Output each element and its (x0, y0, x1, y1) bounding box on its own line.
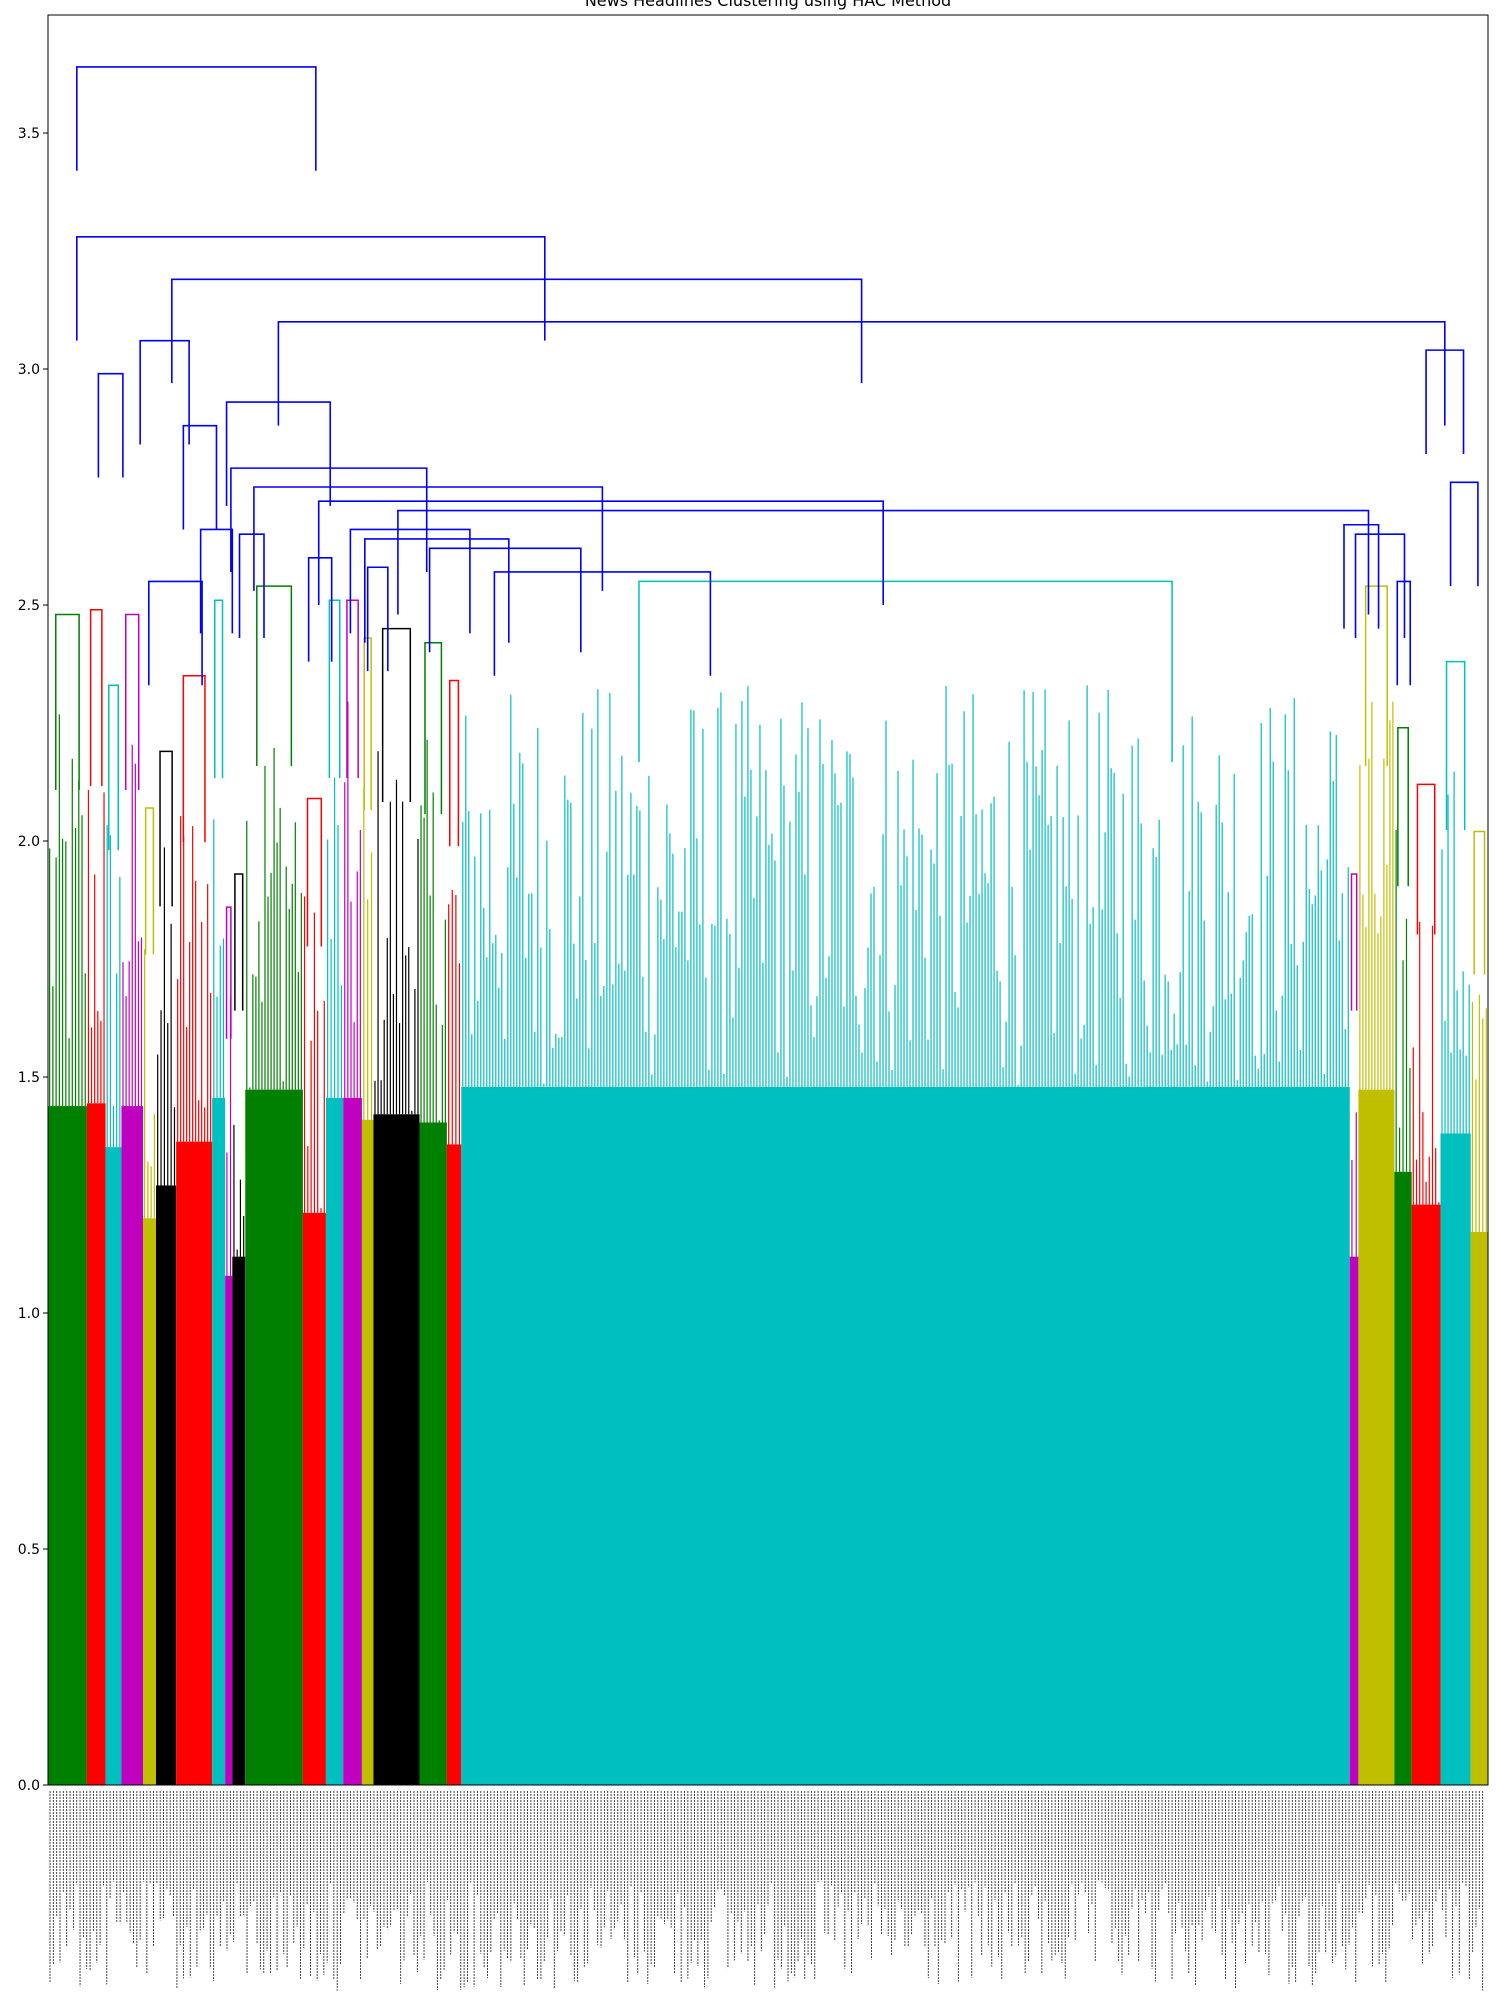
links-layer (76, 66, 1479, 686)
chart-title: News Headlines Clustering using HAC Meth… (585, 0, 951, 10)
cluster-top-link-1 (89, 608, 103, 787)
cluster-top-link-11 (306, 797, 323, 947)
cluster-block-16 (419, 1122, 447, 1785)
clusters-layer (48, 580, 1488, 1785)
cluster-top-link-8 (225, 906, 232, 1039)
upper-link-18 (493, 571, 712, 676)
y-tick-label-3: 1.5 (18, 1070, 40, 1086)
y-tick-label-0: 0.0 (18, 1778, 40, 1794)
upper-link-19 (1343, 523, 1380, 629)
cluster-top-link-21 (1397, 726, 1409, 887)
cluster-top-link-6 (182, 675, 206, 843)
cluster-block-0 (48, 1106, 87, 1785)
cluster-block-15 (373, 1114, 420, 1785)
upper-link-21 (97, 372, 124, 478)
y-tick-label-6: 3.0 (18, 362, 40, 378)
cluster-top-link-12 (328, 599, 341, 778)
upper-link-6 (139, 339, 190, 445)
upper-link-10 (225, 401, 332, 506)
cluster-top-link-17 (449, 679, 460, 847)
cluster-block-3 (121, 1106, 144, 1785)
y-tick-label-4: 2.0 (18, 834, 40, 850)
plot-frame (47, 14, 1489, 1786)
y-tick-label-5: 2.5 (18, 598, 40, 614)
cluster-top-link-19 (1350, 873, 1358, 1011)
upper-link-25 (1396, 580, 1412, 686)
cluster-block-11 (302, 1212, 326, 1785)
y-tick-label-7: 3.5 (18, 126, 40, 142)
y-axis: 0.0 0.5 1.0 1.5 2.0 2.5 3.0 3.5 (18, 126, 48, 1794)
upper-link-5 (1449, 481, 1479, 587)
cluster-top-link-16 (424, 642, 443, 815)
cluster-block-18 (461, 1086, 1350, 1785)
upper-link-8 (148, 580, 203, 686)
upper-link-7 (182, 424, 218, 530)
leaf-labels (49, 1791, 1484, 1991)
cluster-top-link-13 (346, 599, 359, 778)
upper-link-13 (317, 500, 885, 605)
cluster-top-link-23 (1445, 660, 1466, 831)
cluster-block-20 (1358, 1089, 1395, 1785)
cluster-top-link-18 (638, 580, 1173, 762)
cluster-block-17 (446, 1144, 462, 1785)
cluster-block-6 (176, 1141, 213, 1785)
upper-link-24 (366, 566, 389, 672)
upper-link-2 (171, 278, 863, 384)
cluster-block-5 (156, 1185, 177, 1785)
upper-link-11 (230, 467, 428, 572)
upper-link-1 (76, 236, 546, 341)
cluster-top-link-4 (144, 807, 155, 955)
cluster-top-link-0 (55, 613, 80, 791)
cluster-top-link-20 (1364, 585, 1388, 766)
upper-link-20 (1354, 533, 1406, 639)
upper-link-0 (76, 66, 317, 171)
cluster-top-link-24 (1473, 830, 1486, 975)
cluster-top-link-2 (108, 684, 120, 851)
cluster-block-22 (1411, 1204, 1441, 1785)
cluster-block-2 (105, 1147, 122, 1785)
cluster-block-14 (361, 1119, 374, 1785)
cluster-top-link-9 (234, 873, 244, 1011)
upper-link-4 (1425, 349, 1465, 454)
upper-link-23 (307, 556, 333, 662)
upper-link-12 (253, 486, 604, 591)
cluster-block-12 (325, 1097, 344, 1785)
cluster-block-19 (1349, 1256, 1359, 1785)
cluster-top-link-3 (125, 613, 140, 791)
cluster-block-4 (143, 1218, 156, 1785)
cluster-top-link-22 (1416, 783, 1436, 935)
upper-link-9 (199, 528, 234, 634)
cluster-block-24 (1470, 1232, 1488, 1785)
upper-link-22 (238, 533, 265, 639)
cluster-block-10 (245, 1089, 303, 1785)
cluster-block-8 (225, 1275, 233, 1785)
cluster-top-link-10 (256, 585, 293, 766)
upper-link-14 (397, 509, 1370, 615)
cluster-block-23 (1440, 1133, 1471, 1785)
upper-link-17 (428, 547, 582, 653)
cluster-top-link-5 (159, 750, 173, 907)
y-tick-label-2: 1.0 (18, 1306, 40, 1322)
upper-link-16 (363, 538, 510, 643)
cluster-block-7 (212, 1097, 226, 1785)
cluster-top-link-15 (381, 627, 412, 803)
upper-link-3 (277, 320, 1446, 426)
cluster-top-link-7 (214, 599, 224, 778)
cluster-block-1 (86, 1103, 106, 1785)
cluster-block-21 (1394, 1171, 1412, 1785)
cluster-block-13 (343, 1097, 362, 1785)
cluster-block-9 (232, 1256, 246, 1785)
upper-link-15 (349, 528, 471, 634)
y-tick-label-1: 0.5 (18, 1542, 40, 1558)
